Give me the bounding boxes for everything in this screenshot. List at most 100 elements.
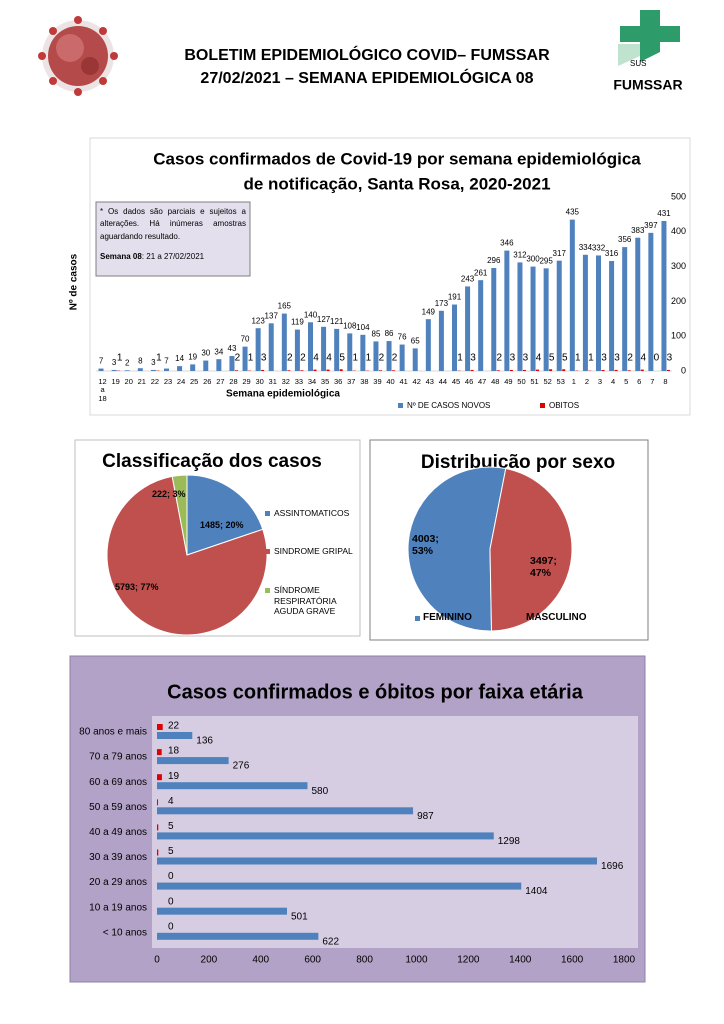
legend-label: SÍNDROME RESPIRATÓRIA AGUDA GRAVE	[274, 585, 337, 617]
bar	[360, 334, 366, 371]
data-label: 987	[417, 811, 434, 822]
y-tick-label: 500	[671, 191, 686, 201]
data-label: 2	[287, 353, 293, 364]
y-tick-label: 100	[671, 331, 686, 341]
x-tick-label: 47	[478, 377, 487, 386]
data-label: 121	[330, 317, 344, 326]
bar	[294, 329, 300, 371]
bar	[321, 326, 327, 371]
bar	[157, 757, 229, 765]
data-label: 2	[300, 353, 306, 364]
x-tick-label: 1000	[405, 955, 428, 966]
x-tick-label: 53	[556, 377, 565, 386]
x-tick-label: 30	[255, 377, 264, 386]
data-label: 1	[588, 353, 594, 364]
legend-swatch	[415, 616, 420, 621]
x-tick-label: 34	[307, 377, 317, 386]
data-label: 3	[261, 353, 267, 364]
bar	[281, 313, 287, 371]
data-label: 346	[500, 239, 514, 248]
x-tick-label: 40	[386, 377, 395, 386]
data-label: 191	[448, 293, 462, 302]
data-label: 1	[156, 353, 162, 364]
bar	[190, 364, 196, 371]
x-tick-label: 39	[373, 377, 382, 386]
data-label: 5	[168, 846, 174, 857]
x-tick-label: 800	[356, 955, 373, 966]
annotation: * Os dados são parciais e sujeitos a alt…	[100, 206, 246, 264]
data-label: 383	[631, 226, 645, 235]
y-tick-label: 400	[671, 226, 686, 236]
x-tick-label: 1200	[457, 955, 480, 966]
bar	[164, 368, 169, 371]
data-label: 261	[474, 268, 488, 277]
data-label: 1	[366, 353, 372, 364]
y-tick-label: 50 a 59 anos	[89, 802, 147, 813]
data-label: 1485; 20%	[200, 520, 244, 530]
data-label: 2	[392, 353, 398, 364]
x-axis-title: Semana epidemiológica	[226, 389, 340, 400]
logo-sus: SUS	[630, 59, 646, 68]
data-label: 296	[487, 256, 501, 265]
data-label: 622	[322, 936, 339, 947]
data-label: 431	[657, 209, 671, 218]
data-label: 5793; 77%	[115, 582, 159, 592]
x-tick-label: 4	[610, 377, 616, 386]
data-label: 14	[175, 354, 184, 363]
bar	[392, 370, 396, 371]
data-label: 76	[398, 333, 407, 342]
data-label: 3	[151, 358, 156, 367]
data-label: 3497; 47%	[530, 555, 557, 579]
data-label: 104	[356, 323, 370, 332]
legend-label: FEMININO	[423, 612, 472, 623]
chart-title: de notificação, Santa Rosa, 2020-2021	[243, 174, 550, 193]
legend-label: SINDROME GRIPAL	[274, 546, 353, 556]
annotation-note: * Os dados são parciais e sujeitos a alt…	[100, 207, 246, 241]
data-label: 276	[233, 761, 250, 772]
bar	[640, 369, 644, 371]
bar	[582, 254, 588, 371]
data-label: 18	[168, 746, 180, 757]
bar	[504, 250, 510, 371]
chart-title: Casos confirmados de Covid-19 por semana…	[153, 149, 641, 168]
x-tick-label: 37	[347, 377, 356, 386]
x-tick-label: 43	[425, 377, 434, 386]
bar	[137, 368, 143, 371]
bar	[157, 807, 414, 815]
x-tick-label: 38	[360, 377, 369, 386]
x-tick-label: 6	[637, 377, 642, 386]
bar	[386, 341, 392, 371]
bar	[569, 219, 575, 371]
bar	[517, 262, 523, 371]
doc-subtitle: 27/02/2021 – SEMANA EPIDEMIOLÓGICA 08	[200, 68, 533, 87]
data-label: 356	[618, 235, 632, 244]
bar	[157, 907, 287, 915]
bar	[425, 319, 431, 371]
data-label: 3	[667, 353, 673, 364]
data-label: 1	[457, 353, 463, 364]
bar	[635, 237, 641, 371]
bar	[596, 255, 601, 371]
data-label: 0	[654, 353, 660, 364]
bar	[339, 369, 343, 371]
bar	[648, 232, 654, 371]
y-tick-label: 30 a 39 anos	[89, 852, 147, 863]
data-label: 4	[168, 796, 174, 807]
data-label: 4	[640, 353, 646, 364]
y-tick-label: 60 a 69 anos	[89, 777, 147, 788]
data-label: 19	[188, 352, 197, 361]
bar	[509, 369, 513, 371]
chart-title: Distribuição por sexo	[421, 452, 615, 473]
x-tick-label: 41	[399, 377, 408, 386]
y-tick-label: 40 a 49 anos	[89, 827, 147, 838]
data-label: 0	[168, 896, 174, 907]
x-tick-label: 5	[624, 377, 629, 386]
bar	[308, 322, 313, 371]
x-tick-label: 32	[281, 377, 290, 386]
x-tick-label: 2	[584, 377, 589, 386]
bar	[373, 341, 379, 371]
data-label: 165	[278, 302, 292, 311]
bar	[177, 366, 183, 371]
bar	[261, 369, 265, 371]
data-label: 2	[627, 353, 633, 364]
